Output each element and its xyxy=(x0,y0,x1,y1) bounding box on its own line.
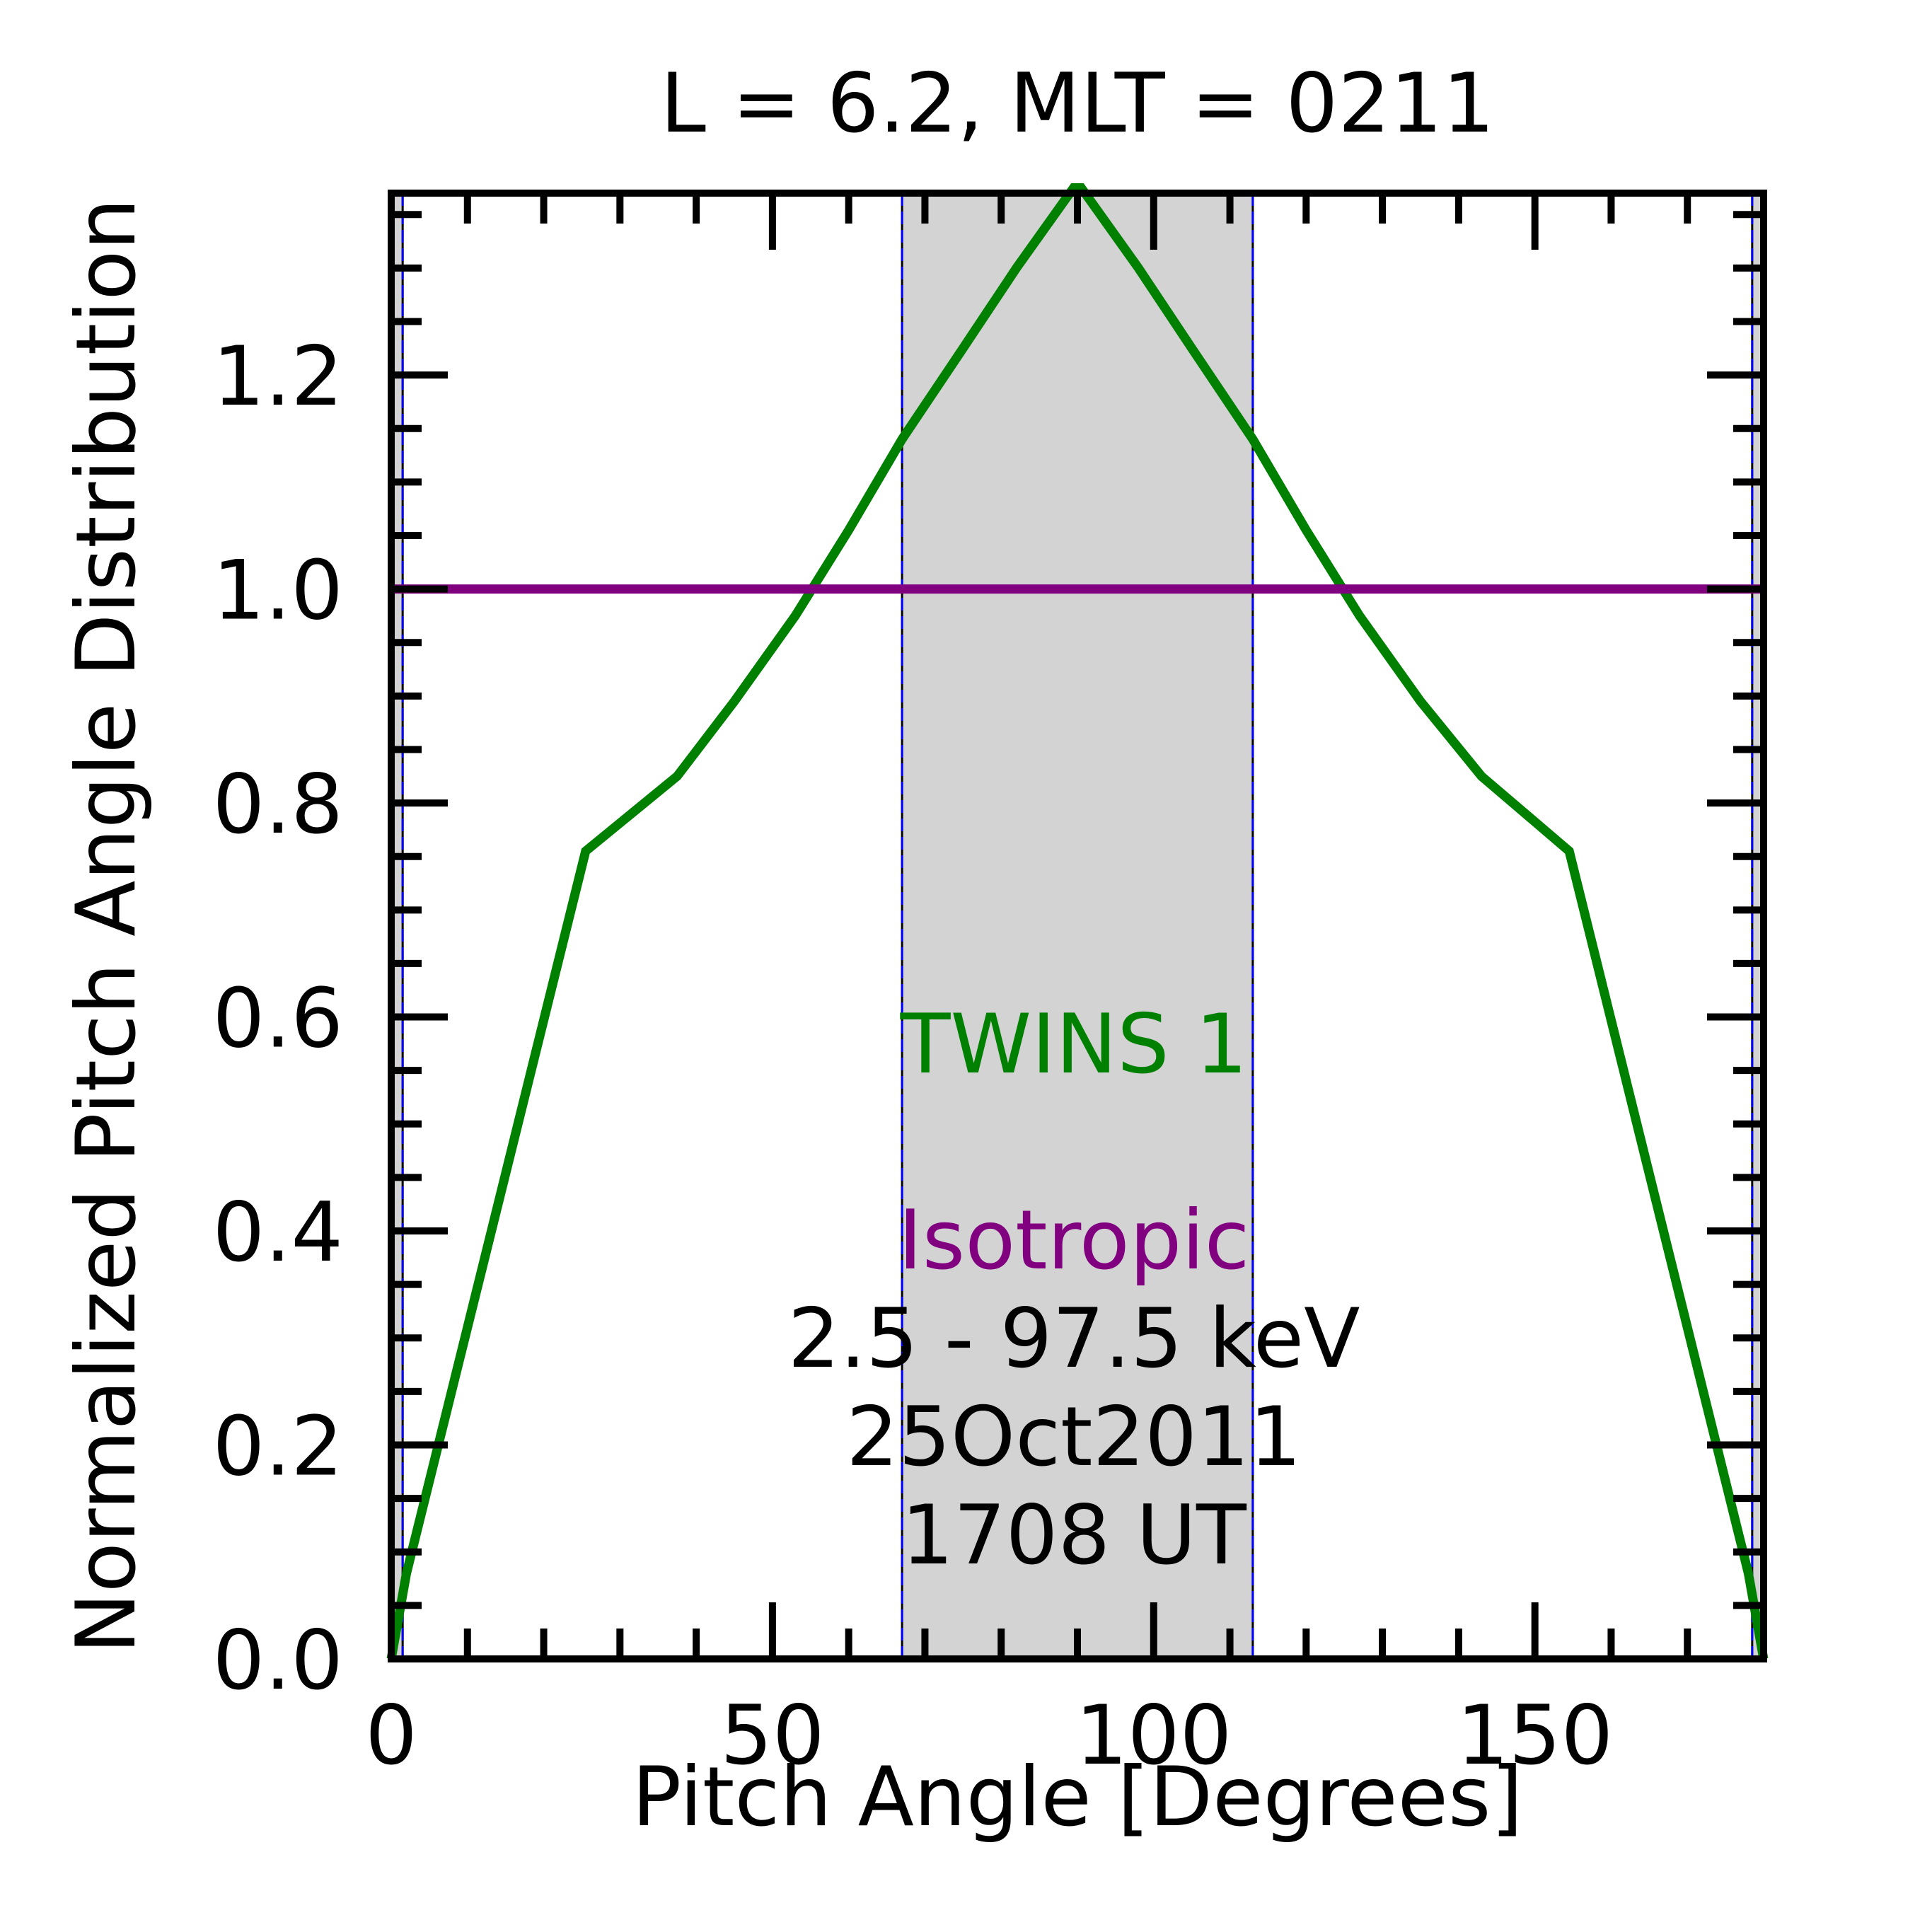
y-tick-label-0.8: 0.8 xyxy=(213,757,343,852)
tick-labels: 0 50 100 150 0.0 0.2 0.4 0.6 0.8 1.0 1.2 xyxy=(213,329,1614,1783)
x-tick-label-150: 150 xyxy=(1457,1688,1613,1783)
y-tick-label-1.2: 1.2 xyxy=(213,329,343,424)
energy-range-label: 2.5 - 97.5 keV xyxy=(788,1291,1360,1387)
date-label: 25Oct2011 xyxy=(846,1389,1301,1485)
y-tick-label-0.2: 0.2 xyxy=(213,1399,343,1495)
x-tick-label-100: 100 xyxy=(1075,1688,1232,1783)
time-label: 1708 UT xyxy=(901,1488,1247,1583)
y-tick-label-0.6: 0.6 xyxy=(213,971,343,1067)
legend-isotropic-label: Isotropic xyxy=(898,1193,1250,1288)
axis-ticks xyxy=(391,193,1764,1659)
shaded-regions xyxy=(391,193,1764,1659)
x-tick-label-50: 50 xyxy=(720,1688,825,1783)
chart-title: L = 6.2, MLT = 0211 xyxy=(660,56,1495,151)
x-axis-label: Pitch Angle [Degrees] xyxy=(632,1749,1522,1845)
y-tick-label-0.4: 0.4 xyxy=(213,1185,343,1280)
y-tick-label-1.0: 1.0 xyxy=(213,543,343,639)
y-tick-label-0.0: 0.0 xyxy=(213,1613,343,1708)
x-tick-label-0: 0 xyxy=(365,1688,417,1783)
series-line-twins-1 xyxy=(386,183,1769,1660)
y-axis-label: Normalized Pitch Angle Distribution xyxy=(59,198,154,1654)
legend-twins1-label: TWINS 1 xyxy=(900,997,1248,1092)
plot-frame xyxy=(388,190,1767,1662)
shaded-region-1 xyxy=(902,193,1253,1659)
series-lines xyxy=(386,183,1769,1660)
